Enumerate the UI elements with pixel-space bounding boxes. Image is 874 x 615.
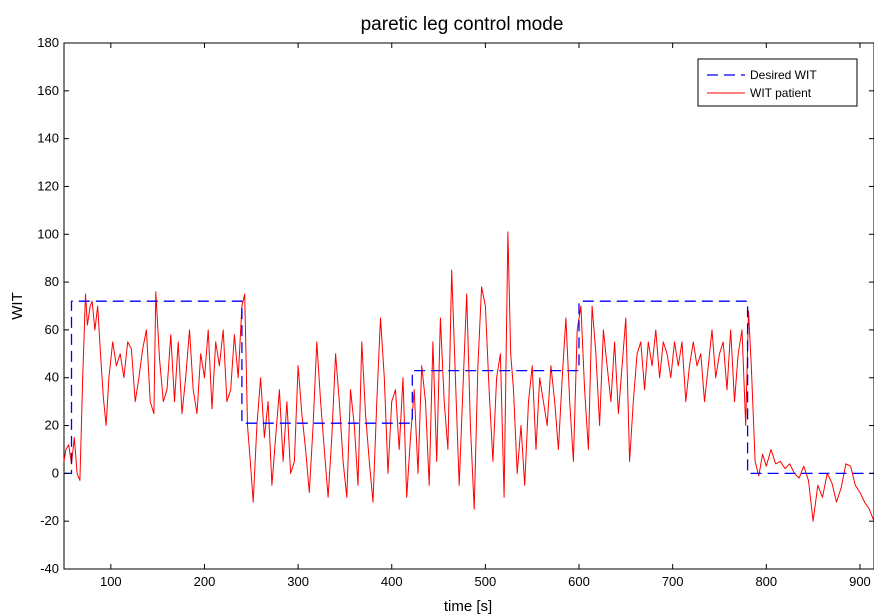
y-tick-label: 40 xyxy=(45,370,59,385)
series-layer xyxy=(63,231,874,522)
y-tick-label: 100 xyxy=(37,226,59,241)
x-tick-label: 500 xyxy=(475,574,497,589)
y-axis-label: WIT xyxy=(9,292,26,320)
x-tick-label: 900 xyxy=(849,574,871,589)
series-line-wit-patient xyxy=(63,231,874,522)
y-tick-label: 180 xyxy=(37,35,59,50)
axis-layer: 100 200 300 400 500 600 700 800 900 -40 -20 0 20 40 60… xyxy=(37,35,874,589)
x-tick-label: 300 xyxy=(287,574,309,589)
y-tick-label: 20 xyxy=(45,418,59,433)
x-axis-label: time [s] xyxy=(444,598,492,615)
legend-box xyxy=(697,58,858,107)
legend: Desired WIT WIT patient xyxy=(697,58,858,107)
y-tick-label: 0 xyxy=(52,465,59,480)
legend-label-desired-wit: Desired WIT xyxy=(750,68,817,82)
chart-title: paretic leg control mode xyxy=(361,14,564,35)
x-tick-label: 200 xyxy=(194,574,216,589)
plot-area-frame xyxy=(63,42,874,570)
y-tick-label: 140 xyxy=(37,131,59,146)
y-tick-label: -40 xyxy=(40,561,59,576)
y-tick-label: 160 xyxy=(37,83,59,98)
x-tick-label: 400 xyxy=(381,574,403,589)
x-tick-label: 600 xyxy=(568,574,590,589)
series-line-desired-wit xyxy=(64,300,874,475)
y-tick-label: -20 xyxy=(40,513,59,528)
legend-label-wit-patient: WIT patient xyxy=(750,86,812,100)
y-tick-label: 60 xyxy=(45,322,59,337)
y-tick-label: 120 xyxy=(37,178,59,193)
x-tick-label: 100 xyxy=(100,574,122,589)
x-tick-label: 800 xyxy=(755,574,777,589)
y-tick-label: 80 xyxy=(45,274,59,289)
x-tick-label: 700 xyxy=(662,574,684,589)
